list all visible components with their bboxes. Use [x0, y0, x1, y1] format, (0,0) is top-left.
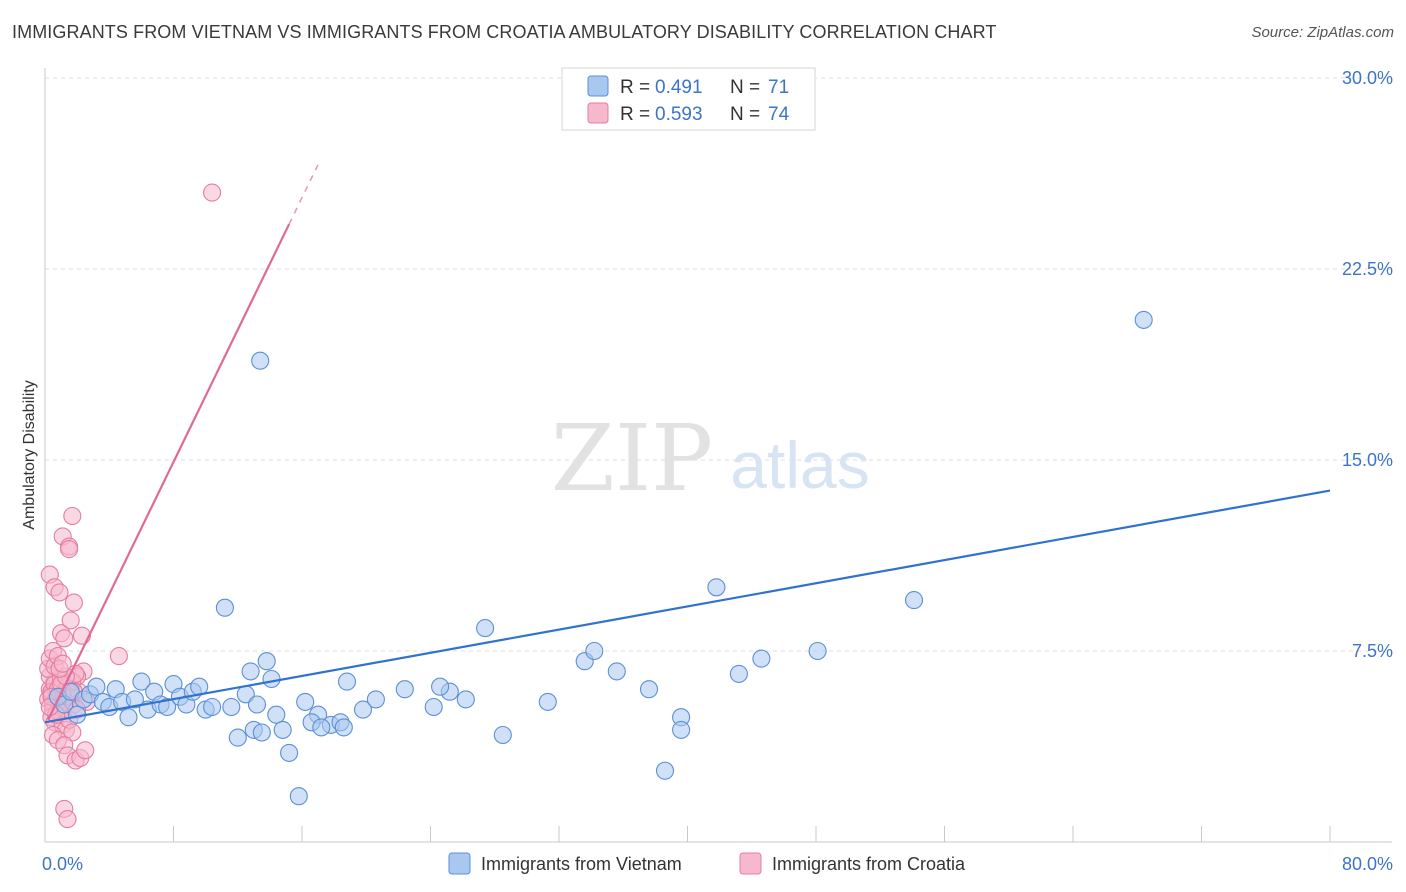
croatia-point-73	[203, 183, 222, 202]
croatia-series	[39, 183, 222, 829]
vietnam-point-49	[395, 680, 414, 699]
vietnam-point-35	[273, 720, 292, 739]
vietnam-point-67	[808, 641, 827, 661]
vietnam-point-24	[203, 697, 222, 717]
vietnam-point-63	[707, 578, 726, 597]
vietnam-point-55	[493, 725, 512, 745]
vietnam-point-56	[538, 692, 557, 711]
vietnam-point-46	[312, 718, 331, 737]
vietnam-point-12	[125, 690, 144, 709]
croatia-trend-line	[47, 223, 291, 721]
legend-swatch-croatia	[587, 102, 609, 124]
watermark: ZIP atlas	[551, 405, 870, 512]
vietnam-point-36	[280, 743, 299, 762]
vietnam-point-59	[607, 662, 626, 681]
vietnam-point-44	[251, 351, 270, 370]
watermark-atlas: atlas	[730, 428, 869, 502]
vietnam-point-70	[262, 669, 281, 689]
vietnam-point-58	[585, 641, 604, 661]
vietnam-point-43	[353, 700, 373, 719]
legend-n-value-vietnam: 71	[768, 77, 789, 98]
vietnam-trend-line	[44, 489, 1331, 724]
legend-n-label-croatia: N =	[730, 104, 760, 125]
vietnam-point-25	[215, 598, 234, 617]
vietnam-point-47	[334, 718, 353, 737]
vietnam-point-11	[119, 708, 138, 727]
croatia-point-63	[58, 810, 77, 829]
legend-r-value-vietnam: 0.491	[655, 77, 703, 98]
vietnam-point-38	[296, 692, 315, 711]
y-tick-label-3: 30.0%	[1342, 68, 1393, 88]
tick-labels: 7.5% 15.0% 22.5% 30.0% 0.0% 80.0%	[42, 68, 1393, 874]
croatia-point-42	[76, 741, 95, 760]
grid-layer	[45, 77, 1392, 652]
vietnam-point-60	[639, 680, 659, 699]
croatia-point-48	[61, 611, 80, 630]
y-tick-label-1: 15.0%	[1342, 450, 1393, 470]
vietnam-point-48	[366, 690, 385, 709]
trend-lines	[44, 164, 1331, 724]
vietnam-point-68	[904, 591, 924, 610]
vietnam-point-17	[158, 697, 177, 717]
legend-r-label-croatia: R =	[620, 104, 650, 125]
vietnam-point-30	[247, 695, 267, 714]
y-tick-label-2: 22.5%	[1342, 259, 1393, 279]
vietnam-point-6	[87, 677, 106, 696]
bottom-legend: Immigrants from Vietnam Immigrants from …	[448, 852, 966, 875]
bottom-legend-swatch-croatia	[739, 852, 762, 875]
vietnam-series	[48, 310, 1153, 806]
legend-n-value-croatia: 74	[768, 104, 790, 125]
watermark-zip: ZIP	[551, 405, 713, 512]
vietnam-point-54	[431, 677, 450, 696]
vietnam-point-64	[655, 761, 675, 780]
vietnam-point-31	[267, 705, 286, 724]
vietnam-point-27	[228, 728, 247, 747]
legend-n-label-vietnam: N =	[730, 77, 760, 98]
croatia-trend-line-extension	[288, 164, 319, 225]
croatia-point-53	[60, 540, 79, 559]
x-tick-label-min: 0.0%	[42, 854, 83, 874]
bottom-legend-swatch-vietnam	[448, 852, 471, 875]
croatia-point-52	[63, 506, 82, 526]
vietnam-point-13	[132, 672, 151, 691]
vietnam-point-42	[337, 672, 357, 691]
vietnam-point-69	[1134, 310, 1153, 329]
vietnam-point-37	[289, 787, 308, 806]
croatia-point-45	[50, 583, 69, 602]
vietnam-point-26	[222, 697, 241, 717]
x-tick-label-max: 80.0%	[1342, 854, 1393, 874]
legend-swatch-vietnam	[587, 75, 609, 97]
vietnam-point-29	[241, 662, 260, 681]
croatia-point-72	[53, 654, 72, 673]
croatia-point-60	[109, 647, 128, 666]
legend-r-label-vietnam: R =	[620, 77, 650, 98]
chart-title: IMMIGRANTS FROM VIETNAM VS IMMIGRANTS FR…	[12, 22, 997, 42]
vietnam-point-50	[424, 697, 443, 717]
vietnam-point-33	[252, 723, 271, 742]
y-axis-title-group: Ambulatory Disability	[21, 380, 38, 529]
vietnam-point-66	[752, 649, 771, 668]
vietnam-point-52	[456, 690, 475, 709]
vietnam-point-34	[257, 652, 276, 671]
vietnam-point-65	[729, 664, 748, 683]
croatia-point-47	[55, 629, 74, 648]
chart-source: Source: ZipAtlas.com	[1251, 24, 1394, 41]
y-axis-title: Ambulatory Disability	[21, 380, 38, 529]
vietnam-point-53	[476, 619, 495, 638]
bottom-legend-label-croatia: Immigrants from Croatia	[772, 854, 966, 874]
top-legend: R = 0.491 N = 71 R = 0.593 N = 74	[561, 67, 816, 131]
bottom-legend-label-vietnam: Immigrants from Vietnam	[481, 854, 682, 874]
vietnam-point-62	[672, 720, 691, 739]
y-tick-label-0: 7.5%	[1352, 641, 1393, 661]
legend-r-value-croatia: 0.593	[655, 104, 703, 125]
croatia-point-49	[64, 593, 83, 612]
